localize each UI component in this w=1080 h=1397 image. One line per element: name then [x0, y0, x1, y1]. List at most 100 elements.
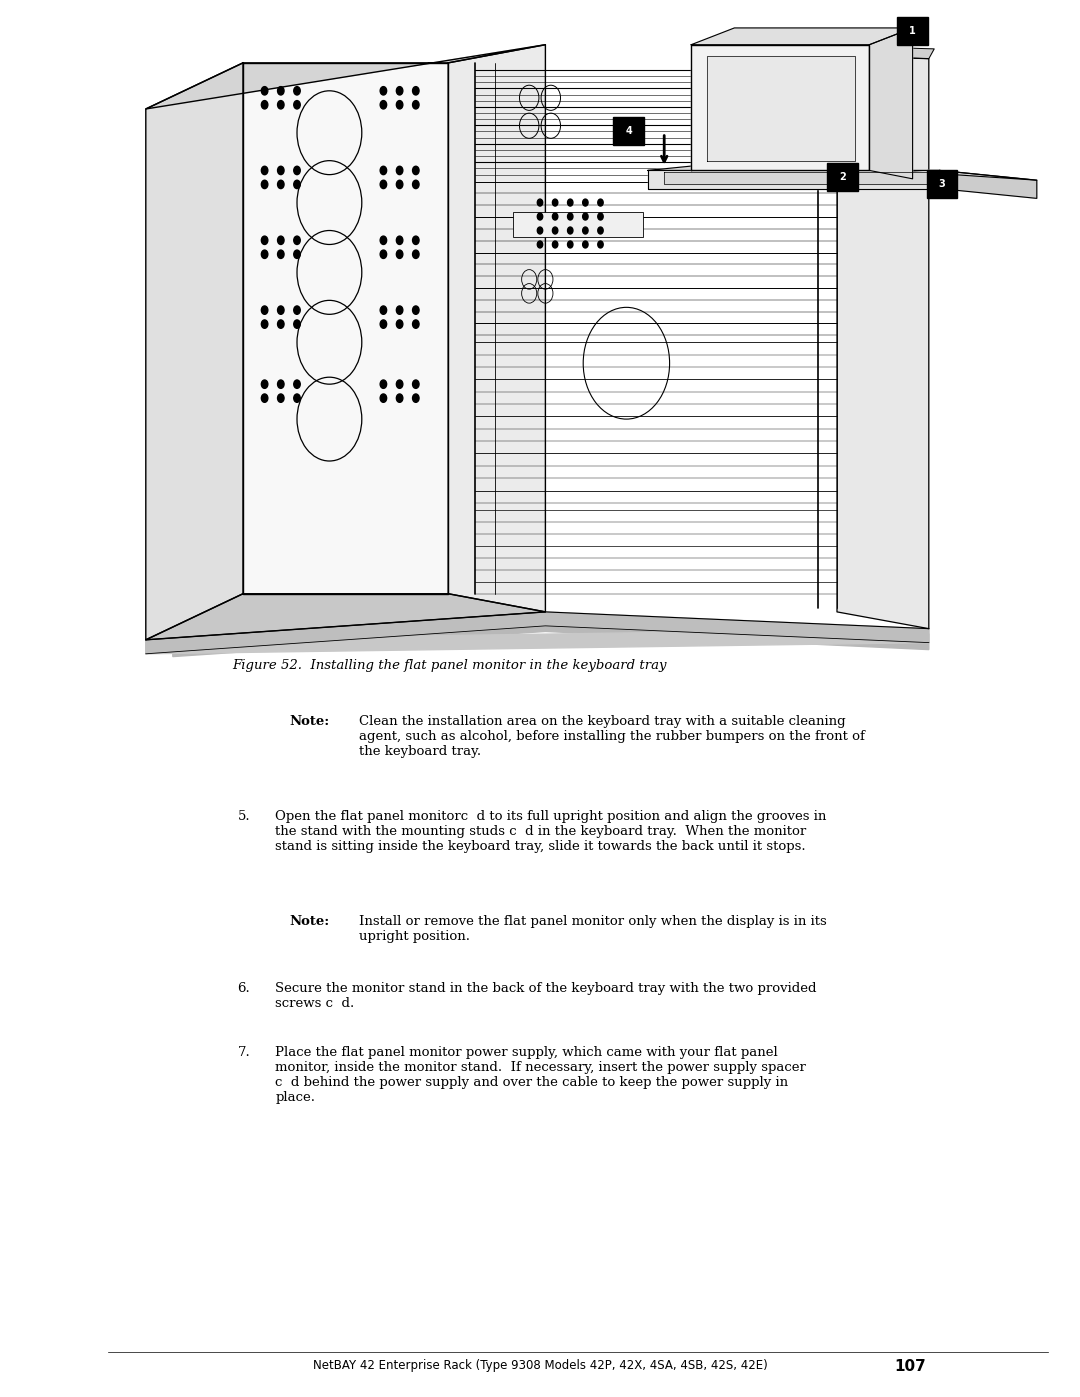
Text: 107: 107 — [894, 1359, 926, 1375]
Circle shape — [396, 101, 403, 109]
Polygon shape — [146, 594, 545, 640]
Circle shape — [261, 180, 268, 189]
Circle shape — [380, 87, 387, 95]
Circle shape — [380, 166, 387, 175]
Circle shape — [413, 250, 419, 258]
Circle shape — [261, 87, 268, 95]
Circle shape — [294, 380, 300, 388]
Circle shape — [380, 236, 387, 244]
Circle shape — [261, 250, 268, 258]
Circle shape — [583, 228, 589, 235]
Circle shape — [278, 394, 284, 402]
Circle shape — [413, 320, 419, 328]
FancyBboxPatch shape — [897, 17, 928, 45]
Circle shape — [380, 380, 387, 388]
Circle shape — [538, 242, 543, 249]
Circle shape — [278, 101, 284, 109]
Circle shape — [261, 394, 268, 402]
Circle shape — [380, 320, 387, 328]
Bar — [513, 212, 643, 237]
Polygon shape — [146, 629, 929, 654]
Circle shape — [552, 242, 558, 249]
Circle shape — [278, 306, 284, 314]
Circle shape — [261, 320, 268, 328]
Circle shape — [538, 200, 543, 207]
Circle shape — [380, 250, 387, 258]
FancyBboxPatch shape — [827, 163, 858, 191]
Circle shape — [396, 250, 403, 258]
Text: Note:: Note: — [289, 915, 329, 928]
Polygon shape — [243, 63, 448, 594]
Circle shape — [278, 180, 284, 189]
Circle shape — [413, 236, 419, 244]
Polygon shape — [173, 617, 929, 657]
Circle shape — [294, 250, 300, 258]
Circle shape — [278, 320, 284, 328]
Circle shape — [294, 236, 300, 244]
Text: 2: 2 — [839, 172, 846, 183]
Circle shape — [261, 380, 268, 388]
Circle shape — [294, 180, 300, 189]
Text: Clean the installation area on the keyboard tray with a suitable cleaning
agent,: Clean the installation area on the keybo… — [359, 715, 864, 759]
Circle shape — [413, 394, 419, 402]
Polygon shape — [648, 170, 940, 189]
Text: 6.: 6. — [238, 982, 251, 995]
Circle shape — [538, 228, 543, 235]
Circle shape — [294, 166, 300, 175]
Text: 1: 1 — [909, 25, 916, 36]
Circle shape — [413, 101, 419, 109]
Circle shape — [538, 214, 543, 221]
Circle shape — [396, 394, 403, 402]
Text: 3: 3 — [939, 179, 945, 190]
Circle shape — [413, 306, 419, 314]
Circle shape — [294, 320, 300, 328]
FancyBboxPatch shape — [613, 117, 644, 145]
Circle shape — [568, 228, 573, 235]
Polygon shape — [146, 45, 545, 109]
Text: Open the flat panel monitorc  d to its full upright position and align the groov: Open the flat panel monitorc d to its fu… — [275, 810, 827, 854]
Circle shape — [413, 180, 419, 189]
Polygon shape — [940, 170, 1037, 198]
Text: Figure 52.  Installing the flat panel monitor in the keyboard tray: Figure 52. Installing the flat panel mon… — [232, 659, 666, 672]
Polygon shape — [837, 56, 929, 629]
Text: NetBAY 42 Enterprise Rack (Type 9308 Models 42P, 42X, 4SA, 4SB, 42S, 42E): NetBAY 42 Enterprise Rack (Type 9308 Mod… — [312, 1359, 768, 1372]
Polygon shape — [691, 45, 869, 170]
Text: Note:: Note: — [289, 715, 329, 728]
Circle shape — [396, 166, 403, 175]
Circle shape — [261, 236, 268, 244]
Circle shape — [278, 166, 284, 175]
Circle shape — [413, 380, 419, 388]
Circle shape — [278, 87, 284, 95]
Polygon shape — [648, 161, 1037, 180]
Circle shape — [261, 306, 268, 314]
Circle shape — [278, 380, 284, 388]
Text: Place the flat panel monitor power supply, which came with your flat panel
monit: Place the flat panel monitor power suppl… — [275, 1046, 807, 1105]
Text: 4: 4 — [625, 126, 632, 137]
Circle shape — [261, 101, 268, 109]
Circle shape — [598, 214, 604, 221]
Circle shape — [380, 306, 387, 314]
Circle shape — [294, 394, 300, 402]
Text: 7.: 7. — [238, 1046, 251, 1059]
Circle shape — [396, 87, 403, 95]
Polygon shape — [869, 28, 913, 179]
Circle shape — [413, 166, 419, 175]
Circle shape — [278, 236, 284, 244]
Circle shape — [552, 200, 558, 207]
Polygon shape — [448, 45, 545, 612]
Circle shape — [568, 200, 573, 207]
Polygon shape — [707, 56, 855, 161]
Circle shape — [598, 242, 604, 249]
Circle shape — [583, 242, 589, 249]
Circle shape — [583, 214, 589, 221]
Text: 5.: 5. — [238, 810, 251, 823]
Circle shape — [294, 101, 300, 109]
Circle shape — [294, 306, 300, 314]
Circle shape — [568, 214, 573, 221]
Circle shape — [396, 380, 403, 388]
Text: Secure the monitor stand in the back of the keyboard tray with the two provided
: Secure the monitor stand in the back of … — [275, 982, 816, 1010]
Text: Install or remove the flat panel monitor only when the display is in its
upright: Install or remove the flat panel monitor… — [359, 915, 826, 943]
Circle shape — [396, 236, 403, 244]
FancyBboxPatch shape — [927, 170, 957, 198]
Circle shape — [583, 200, 589, 207]
